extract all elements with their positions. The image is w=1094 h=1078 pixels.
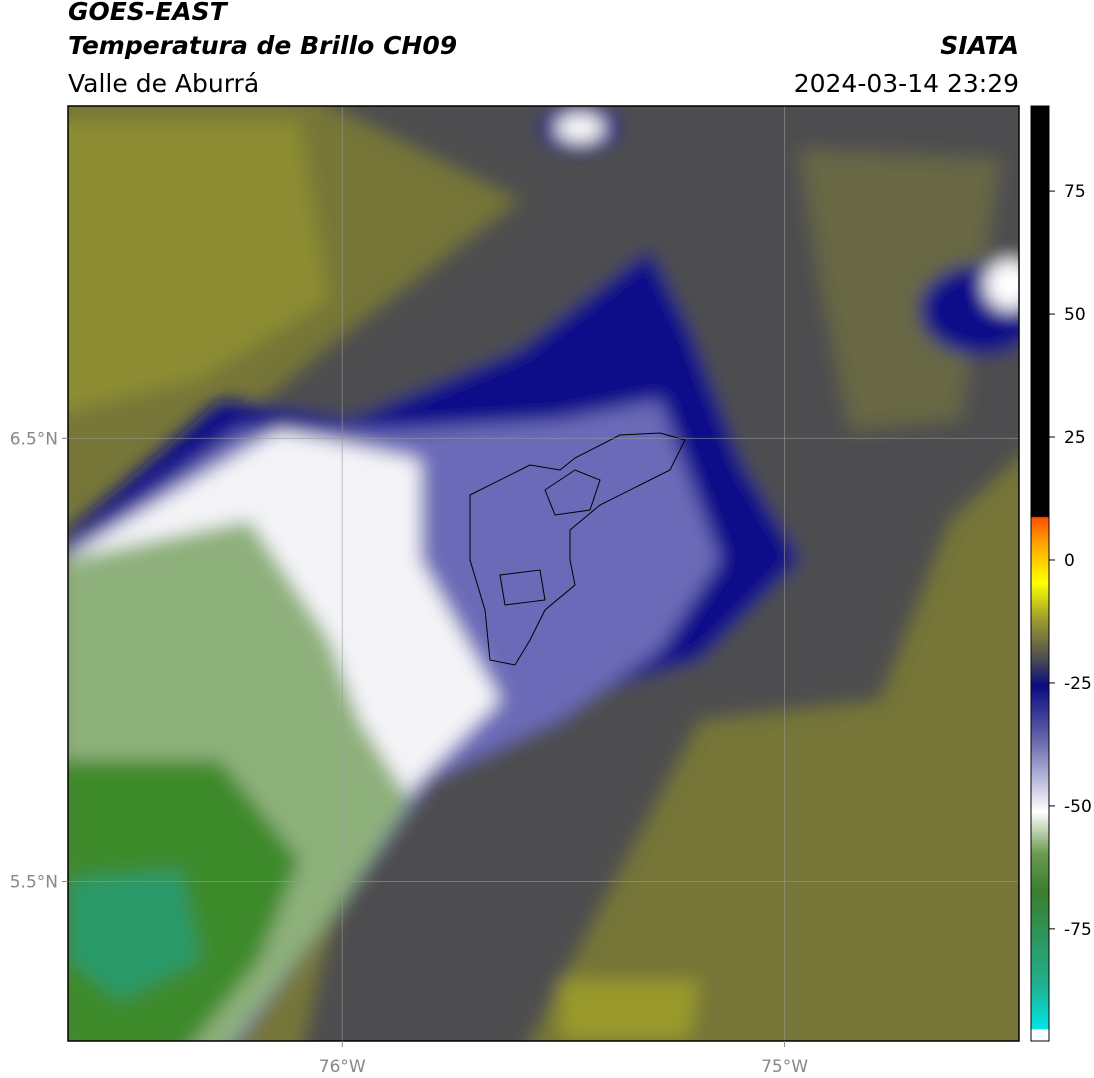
colorbar-tick-label: 75 [1064,182,1086,202]
title: GOES-EAST [68,0,229,26]
lat-tick-label: 5.5°N [10,872,58,892]
region: Valle de Aburrá [68,69,259,98]
lon-tick-label: 75°W [761,1057,808,1077]
colorbar-tick-label: 0 [1064,551,1075,571]
map-frame [67,105,1020,1042]
colorbar-tick-label: -50 [1064,797,1092,817]
colorbar-tick-label: -75 [1064,920,1092,940]
lon-tick-label: 76°W [319,1057,366,1077]
subtitle: Temperatura de Brillo CH09 [68,31,457,60]
datetime: 2024-03-14 23:29 [794,69,1019,98]
colorbar-tick-label: 25 [1064,428,1086,448]
colorbar-tick-label: 50 [1064,305,1086,325]
lat-tick-label: 6.5°N [10,429,58,449]
colorbar-tick-label: -25 [1064,674,1092,694]
map-image [68,106,1019,1041]
colorbar [1030,105,1050,1042]
source: SIATA [940,31,1019,60]
